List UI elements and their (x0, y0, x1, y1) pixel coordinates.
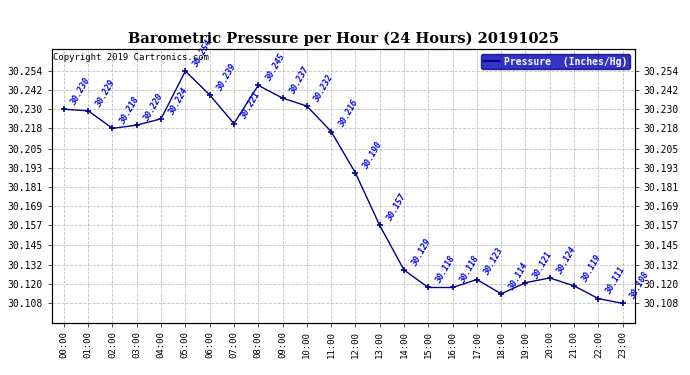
Text: 30.121: 30.121 (531, 250, 554, 280)
Text: 30.230: 30.230 (70, 76, 92, 107)
Text: 30.218: 30.218 (118, 96, 141, 126)
Legend: Pressure  (Inches/Hg): Pressure (Inches/Hg) (482, 54, 630, 69)
Text: 30.119: 30.119 (580, 253, 602, 284)
Text: 30.118: 30.118 (434, 255, 457, 285)
Title: Barometric Pressure per Hour (24 Hours) 20191025: Barometric Pressure per Hour (24 Hours) … (128, 32, 559, 46)
Text: 30.157: 30.157 (385, 193, 408, 223)
Text: 30.232: 30.232 (313, 74, 335, 104)
Text: 30.124: 30.124 (555, 245, 578, 276)
Text: 30.220: 30.220 (142, 93, 165, 123)
Text: 30.245: 30.245 (264, 53, 286, 83)
Text: 30.239: 30.239 (215, 62, 238, 93)
Text: 30.224: 30.224 (166, 86, 190, 117)
Text: 30.254: 30.254 (191, 38, 214, 69)
Text: 30.114: 30.114 (506, 261, 529, 292)
Text: 30.118: 30.118 (458, 255, 481, 285)
Text: Copyright 2019 Cartronics.com: Copyright 2019 Cartronics.com (53, 53, 209, 62)
Text: 30.237: 30.237 (288, 66, 311, 96)
Text: 30.108: 30.108 (628, 271, 651, 301)
Text: 30.190: 30.190 (361, 140, 384, 171)
Text: 30.229: 30.229 (94, 78, 117, 109)
Text: 30.221: 30.221 (239, 91, 262, 122)
Text: 30.129: 30.129 (410, 237, 433, 268)
Text: 30.123: 30.123 (482, 247, 505, 278)
Text: 30.111: 30.111 (604, 266, 627, 297)
Text: 30.216: 30.216 (337, 99, 359, 129)
